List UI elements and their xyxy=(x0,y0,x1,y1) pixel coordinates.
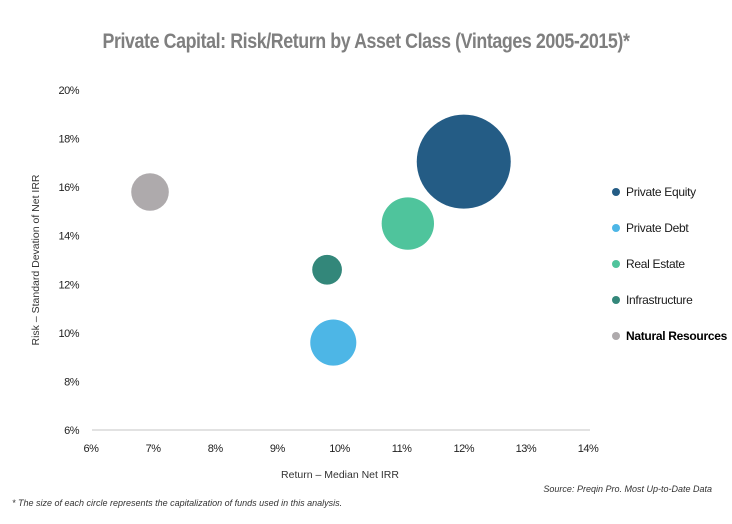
chart-title: Private Capital: Risk/Return by Asset Cl… xyxy=(102,30,630,53)
x-tick-label: 9% xyxy=(270,443,286,455)
legend-item: Private Equity xyxy=(612,174,727,210)
legend-item: Natural Resources xyxy=(612,318,727,354)
y-tick-label: 8% xyxy=(64,376,80,388)
bubble-natural-resources xyxy=(131,173,169,211)
bubble-private-equity xyxy=(416,114,511,209)
legend-label: Natural Resources xyxy=(626,329,727,343)
x-tick-label: 14% xyxy=(578,443,599,455)
x-tick-label: 10% xyxy=(329,443,350,455)
legend-item: Private Debt xyxy=(612,210,727,246)
x-axis-label: Return – Median Net IRR xyxy=(281,469,399,481)
legend-item: Infrastructure xyxy=(612,282,727,318)
bubble-infrastructure xyxy=(312,254,342,285)
legend-item: Real Estate xyxy=(612,246,727,282)
y-tick-label: 6% xyxy=(64,425,80,437)
legend-label: Infrastructure xyxy=(626,293,693,307)
x-tick-label: 13% xyxy=(516,443,537,455)
y-tick-label: 10% xyxy=(58,328,79,340)
y-axis-label: Risk – Standard Devation of Net IRR xyxy=(30,174,42,345)
legend: Private Equity Private Debt Real Estate Inf… xyxy=(612,174,727,354)
bubble-real-estate xyxy=(381,197,435,250)
y-tick-label: 12% xyxy=(58,279,79,291)
legend-marker-icon xyxy=(612,224,620,232)
bubble-private-debt xyxy=(310,319,357,366)
legend-label: Private Equity xyxy=(626,185,696,199)
legend-marker-icon xyxy=(612,260,620,268)
legend-label: Real Estate xyxy=(626,257,685,271)
source-note: Source: Preqin Pro. Most Up-to-Date Data xyxy=(543,484,712,494)
y-tick-label: 16% xyxy=(58,182,79,194)
x-tick-label: 6% xyxy=(84,443,100,455)
x-tick-label: 7% xyxy=(146,443,162,455)
legend-marker-icon xyxy=(612,188,620,196)
x-tick-label: 11% xyxy=(392,443,412,455)
x-tick-label: 8% xyxy=(208,443,224,455)
legend-label: Private Debt xyxy=(626,221,689,235)
y-tick-label: 20% xyxy=(58,85,79,97)
y-tick-label: 14% xyxy=(58,231,79,243)
legend-marker-icon xyxy=(612,332,620,340)
footnote: * The size of each circle represents the… xyxy=(12,498,343,508)
x-tick-label: 12% xyxy=(453,443,474,455)
legend-marker-icon xyxy=(612,296,620,304)
y-tick-label: 18% xyxy=(58,134,79,146)
